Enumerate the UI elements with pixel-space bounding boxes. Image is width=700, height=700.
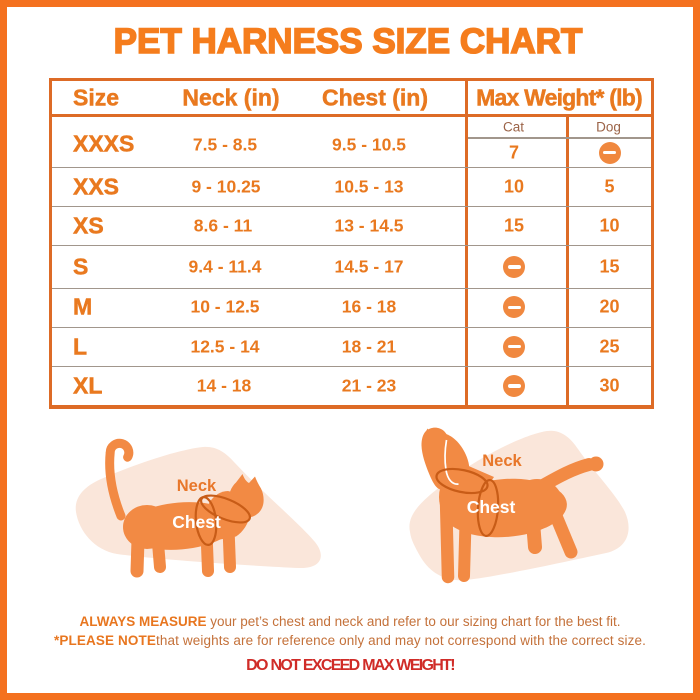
svg-text:Chest: Chest	[467, 497, 516, 517]
svg-text:Neck: Neck	[482, 452, 522, 470]
svg-text:Chest: Chest	[172, 512, 221, 532]
svg-text:Neck: Neck	[177, 477, 217, 495]
